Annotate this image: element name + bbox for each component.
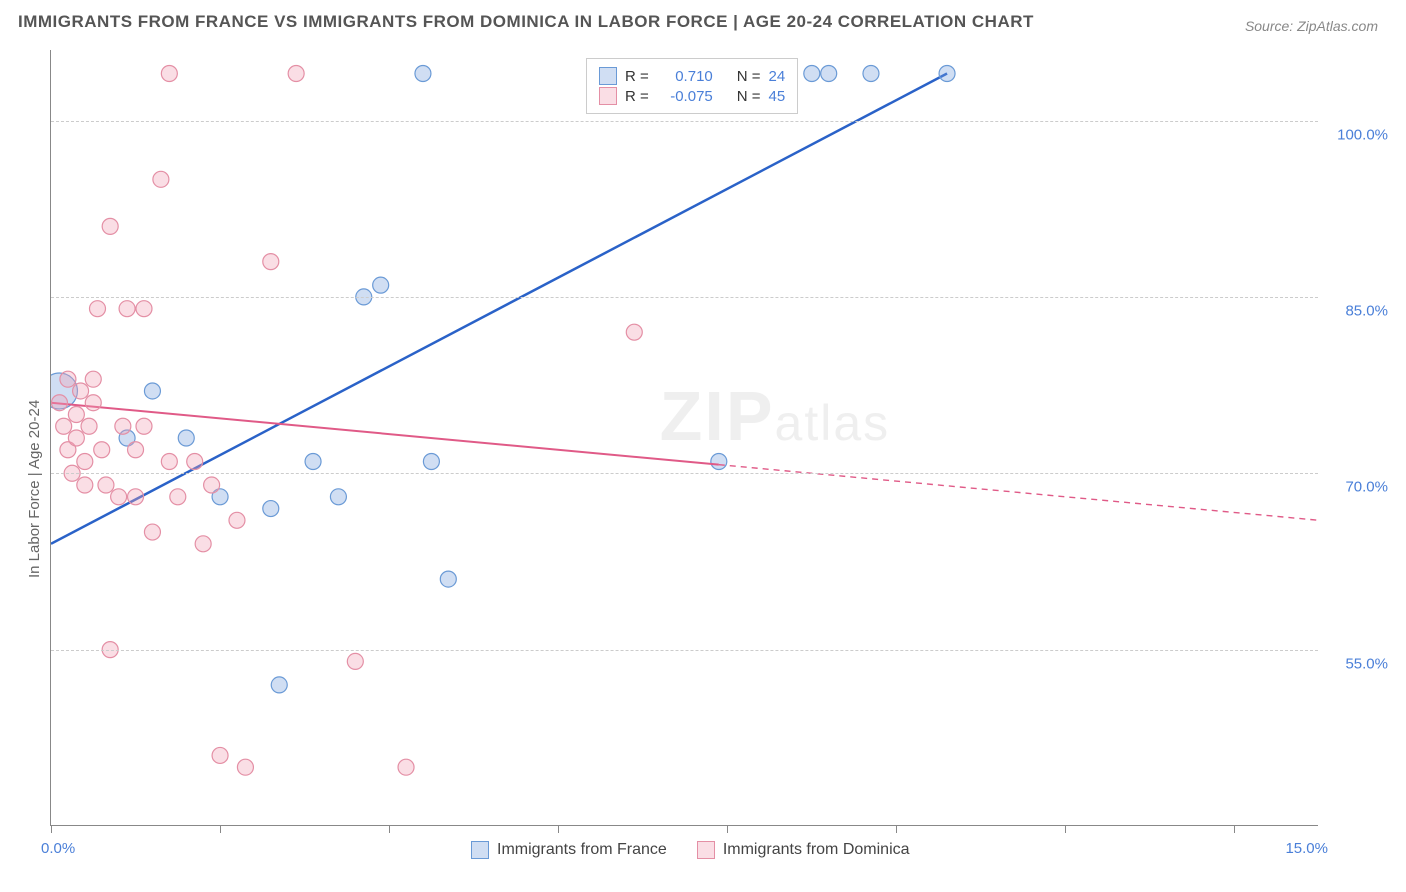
data-point bbox=[144, 524, 160, 540]
x-tick bbox=[1065, 825, 1066, 833]
data-point bbox=[98, 477, 114, 493]
n-value: 24 bbox=[769, 68, 786, 85]
gridline-h bbox=[51, 297, 1318, 298]
source-attribution: Source: ZipAtlas.com bbox=[1245, 18, 1378, 34]
x-tick bbox=[389, 825, 390, 833]
legend-swatch bbox=[599, 87, 617, 105]
r-label: R = bbox=[625, 68, 649, 85]
correlation-legend: R = 0.710 N = 24 R = -0.075 N = 45 bbox=[586, 58, 798, 114]
data-point bbox=[102, 218, 118, 234]
data-point bbox=[170, 489, 186, 505]
y-tick-label: 55.0% bbox=[1345, 655, 1388, 672]
x-tick bbox=[220, 825, 221, 833]
n-value: 45 bbox=[769, 88, 786, 105]
chart-title: IMMIGRANTS FROM FRANCE VS IMMIGRANTS FRO… bbox=[18, 12, 1034, 32]
data-point bbox=[161, 454, 177, 470]
data-point bbox=[347, 653, 363, 669]
y-tick-label: 85.0% bbox=[1345, 302, 1388, 319]
legend-label: Immigrants from Dominica bbox=[723, 841, 910, 859]
y-axis-label: In Labor Force | Age 20-24 bbox=[26, 399, 43, 577]
x-axis-label: 15.0% bbox=[1285, 840, 1328, 857]
data-point bbox=[111, 489, 127, 505]
data-point bbox=[263, 501, 279, 517]
data-point bbox=[440, 571, 456, 587]
legend-swatch bbox=[697, 841, 715, 859]
data-point bbox=[85, 371, 101, 387]
r-value: 0.710 bbox=[657, 68, 713, 85]
x-tick bbox=[896, 825, 897, 833]
data-point bbox=[626, 324, 642, 340]
n-label: N = bbox=[737, 88, 761, 105]
gridline-h bbox=[51, 650, 1318, 651]
data-point bbox=[804, 66, 820, 82]
gridline-h bbox=[51, 121, 1318, 122]
data-point bbox=[187, 454, 203, 470]
data-point bbox=[161, 66, 177, 82]
data-point bbox=[373, 277, 389, 293]
data-point bbox=[229, 512, 245, 528]
r-label: R = bbox=[625, 88, 649, 105]
data-point bbox=[81, 418, 97, 434]
source-name: ZipAtlas.com bbox=[1297, 18, 1378, 34]
data-point bbox=[821, 66, 837, 82]
data-point bbox=[115, 418, 131, 434]
data-point bbox=[60, 371, 76, 387]
data-point bbox=[939, 66, 955, 82]
legend-row: R = -0.075 N = 45 bbox=[599, 87, 785, 105]
legend-swatch bbox=[471, 841, 489, 859]
data-point bbox=[77, 454, 93, 470]
data-point bbox=[711, 454, 727, 470]
x-tick bbox=[727, 825, 728, 833]
data-point bbox=[263, 254, 279, 270]
chart-svg bbox=[51, 50, 1319, 826]
data-point bbox=[119, 301, 135, 317]
data-point bbox=[51, 395, 67, 411]
data-point bbox=[77, 477, 93, 493]
data-point bbox=[144, 383, 160, 399]
data-point bbox=[178, 430, 194, 446]
r-value: -0.075 bbox=[657, 88, 713, 105]
data-point bbox=[94, 442, 110, 458]
data-point bbox=[204, 477, 220, 493]
data-point bbox=[288, 66, 304, 82]
n-label: N = bbox=[737, 68, 761, 85]
x-axis-label: 0.0% bbox=[41, 840, 75, 857]
data-point bbox=[415, 66, 431, 82]
data-point bbox=[89, 301, 105, 317]
legend-label: Immigrants from France bbox=[497, 841, 667, 859]
data-point bbox=[271, 677, 287, 693]
data-point bbox=[68, 406, 84, 422]
x-tick bbox=[1234, 825, 1235, 833]
data-point bbox=[85, 395, 101, 411]
legend-item: Immigrants from Dominica bbox=[697, 841, 910, 859]
data-point bbox=[73, 383, 89, 399]
regression-line bbox=[51, 403, 719, 465]
y-tick-label: 70.0% bbox=[1345, 479, 1388, 496]
data-point bbox=[56, 418, 72, 434]
data-point bbox=[237, 759, 253, 775]
series-legend: Immigrants from France Immigrants from Do… bbox=[471, 841, 910, 859]
data-point bbox=[136, 301, 152, 317]
data-point bbox=[212, 747, 228, 763]
x-tick bbox=[51, 825, 52, 833]
data-point bbox=[863, 66, 879, 82]
data-point bbox=[423, 454, 439, 470]
gridline-h bbox=[51, 473, 1318, 474]
legend-swatch bbox=[599, 67, 617, 85]
source-prefix: Source: bbox=[1245, 18, 1297, 34]
plot-area: ZIPatlas R =0.710N =24R =-0.075N =45 Imm… bbox=[50, 50, 1318, 826]
legend-item: Immigrants from France bbox=[471, 841, 667, 859]
data-point bbox=[68, 430, 84, 446]
x-tick bbox=[558, 825, 559, 833]
data-point bbox=[195, 536, 211, 552]
data-point bbox=[330, 489, 346, 505]
y-tick-label: 100.0% bbox=[1337, 126, 1388, 143]
data-point bbox=[128, 489, 144, 505]
data-point bbox=[136, 418, 152, 434]
data-point bbox=[398, 759, 414, 775]
data-point bbox=[153, 171, 169, 187]
legend-row: R = 0.710 N = 24 bbox=[599, 67, 785, 85]
data-point bbox=[128, 442, 144, 458]
data-point bbox=[305, 454, 321, 470]
